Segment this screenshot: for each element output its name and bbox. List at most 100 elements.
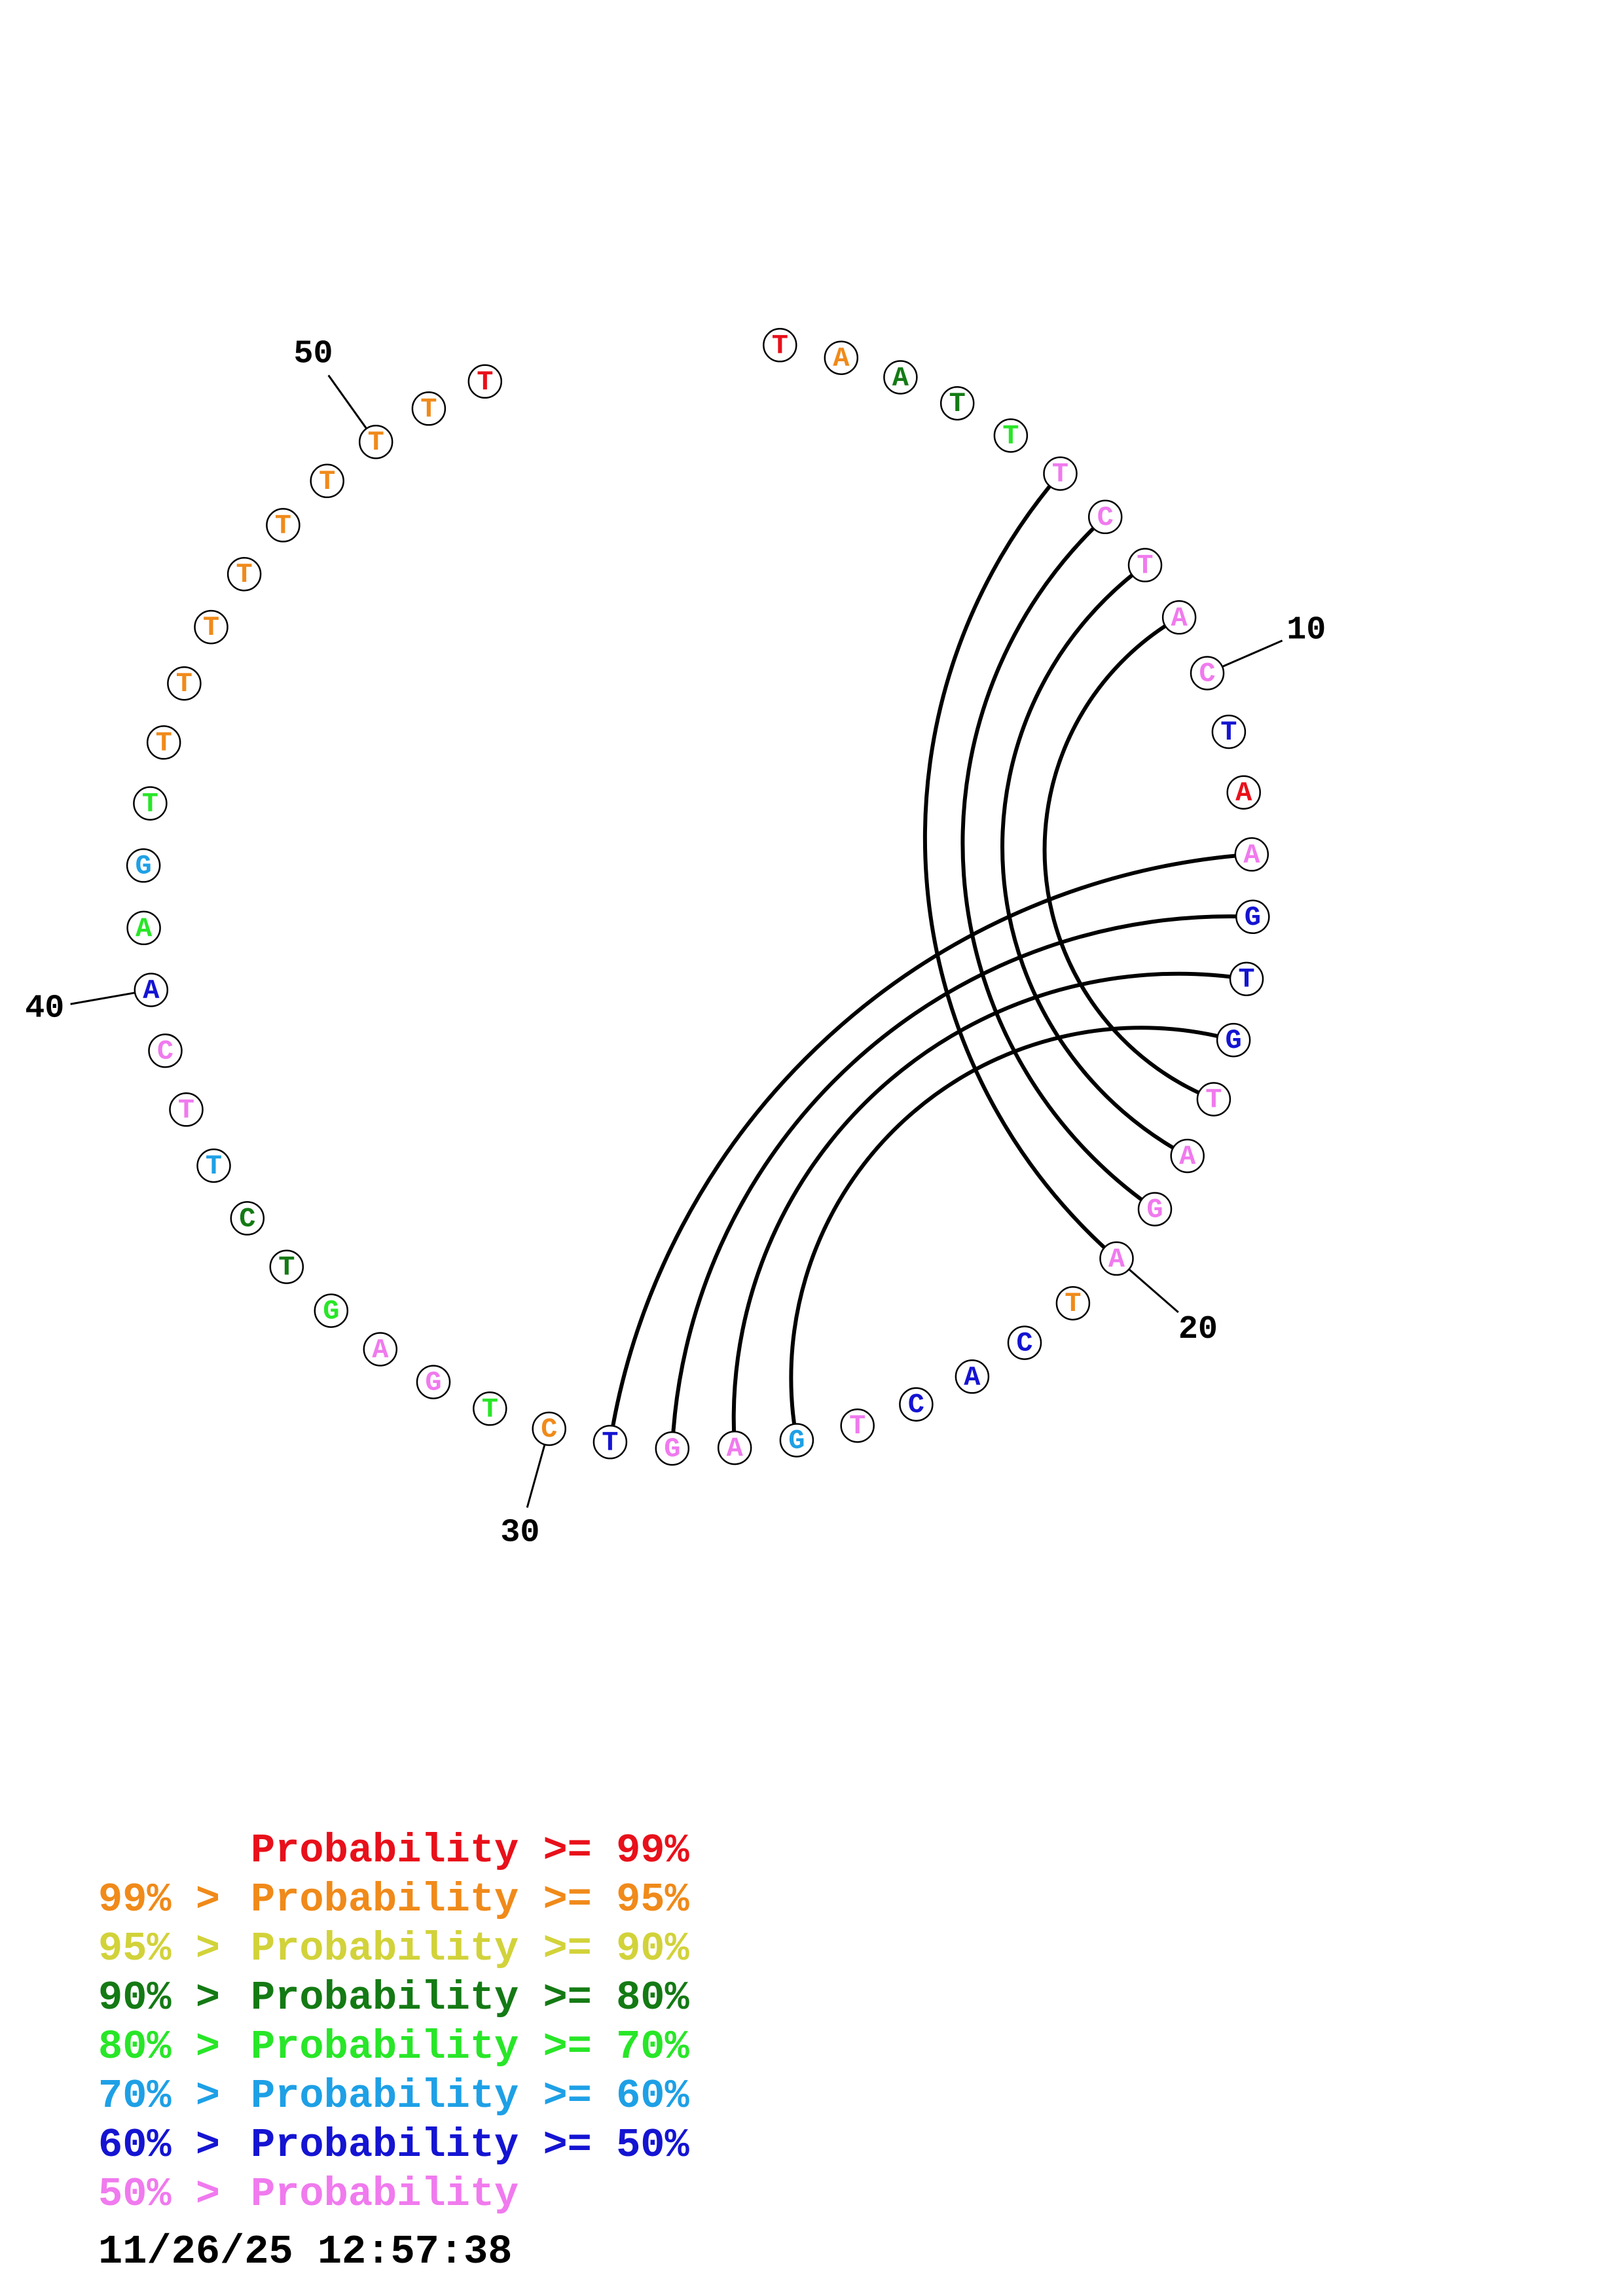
base-circle-36 bbox=[230, 1201, 265, 1236]
base-circle-7 bbox=[1087, 499, 1123, 535]
base-51: T bbox=[411, 391, 447, 426]
base-circle-44 bbox=[146, 725, 181, 760]
base-letter-1: T bbox=[772, 330, 788, 361]
base-circle-48 bbox=[266, 508, 301, 543]
position-ticks: 10 20 30 40 50 bbox=[25, 335, 1326, 1551]
base-letter-51: T bbox=[420, 393, 437, 425]
base-circle-3 bbox=[883, 360, 918, 395]
base-38: T bbox=[169, 1092, 204, 1127]
base-circle-11 bbox=[1211, 714, 1247, 749]
legend-label: Probability >= 70% bbox=[251, 2024, 689, 2070]
base-40: A bbox=[134, 973, 169, 1007]
pair-arc-7-19 bbox=[960, 515, 1156, 1211]
legend-prefix: 70% > bbox=[98, 2073, 245, 2119]
legend-label: Probability >= 99% bbox=[251, 1827, 689, 1874]
position-tick-40 bbox=[70, 992, 136, 1005]
legend-row: 70% > Probability >= 60% bbox=[98, 2072, 689, 2121]
base-letter-37: T bbox=[206, 1151, 222, 1182]
base-letter-3: A bbox=[892, 363, 909, 394]
base-letter-40: A bbox=[143, 975, 160, 1007]
base-44: T bbox=[146, 725, 181, 760]
base-circle-17 bbox=[1196, 1082, 1231, 1117]
base-20: A bbox=[1099, 1241, 1134, 1276]
legend-label: Probability >= 90% bbox=[251, 1926, 689, 1972]
base-30: C bbox=[532, 1411, 566, 1446]
base-52: T bbox=[467, 364, 503, 399]
base-50: T bbox=[358, 424, 393, 459]
base-circle-52 bbox=[467, 364, 503, 399]
legend-prefix: 60% > bbox=[98, 2122, 245, 2168]
base-letter-49: T bbox=[319, 466, 335, 497]
base-letter-24: C bbox=[908, 1390, 924, 1421]
legend-label: Probability >= 50% bbox=[251, 2122, 689, 2168]
base-circle-22 bbox=[1007, 1325, 1042, 1360]
base-circle-29 bbox=[593, 1425, 628, 1460]
position-tick-20 bbox=[1128, 1268, 1179, 1314]
base-circle-20 bbox=[1099, 1241, 1134, 1276]
base-6: T bbox=[1043, 456, 1078, 491]
base-48: T bbox=[266, 508, 301, 543]
base-22: C bbox=[1007, 1325, 1042, 1360]
base-letter-13: A bbox=[1243, 839, 1260, 870]
base-circle-14 bbox=[1235, 899, 1270, 935]
base-13: A bbox=[1234, 837, 1269, 872]
base-letter-11: T bbox=[1220, 717, 1237, 748]
base-25: T bbox=[840, 1408, 875, 1443]
base-circle-32 bbox=[416, 1365, 451, 1399]
base-letter-30: C bbox=[541, 1414, 557, 1445]
base-31: T bbox=[473, 1391, 507, 1426]
base-letter-26: G bbox=[788, 1426, 805, 1457]
legend-prefix: 99% > bbox=[98, 1876, 245, 1923]
base-circle-51 bbox=[411, 391, 447, 426]
base-letter-10: C bbox=[1199, 658, 1215, 690]
base-circle-38 bbox=[169, 1092, 204, 1127]
base-24: C bbox=[899, 1387, 934, 1422]
base-letter-41: A bbox=[136, 913, 153, 944]
position-tick-10 bbox=[1222, 639, 1283, 668]
legend-row: 50% > Probability bbox=[98, 2170, 689, 2219]
base-letter-8: T bbox=[1137, 550, 1153, 581]
base-circle-45 bbox=[167, 666, 202, 701]
base-letter-48: T bbox=[275, 510, 291, 541]
base-35: T bbox=[269, 1249, 304, 1284]
pair-arc-15-27 bbox=[731, 971, 1247, 1448]
base-2: A bbox=[824, 340, 859, 375]
base-letter-5: T bbox=[1002, 421, 1019, 452]
base-circle-35 bbox=[269, 1249, 304, 1284]
base-23: A bbox=[955, 1359, 990, 1394]
base-letter-21: T bbox=[1065, 1288, 1081, 1319]
base-circle-39 bbox=[148, 1033, 183, 1068]
pair-arc-14-28 bbox=[670, 914, 1253, 1449]
base-letter-36: C bbox=[239, 1203, 255, 1234]
base-4: T bbox=[939, 386, 975, 421]
base-34: G bbox=[314, 1293, 349, 1328]
probability-legend: Probability >= 99% 99% > Probability >= 9… bbox=[98, 1826, 689, 2219]
base-circle-15 bbox=[1229, 961, 1264, 996]
base-letter-28: G bbox=[664, 1433, 680, 1465]
base-letter-7: C bbox=[1097, 502, 1114, 533]
base-circle-1 bbox=[763, 328, 797, 363]
base-circles: T AATTTCTACTAAGTGTAGATCACTGAGTCTGAGTCTTCA… bbox=[126, 328, 1270, 1466]
base-circle-19 bbox=[1137, 1192, 1173, 1227]
base-letter-2: A bbox=[833, 343, 850, 374]
base-letter-27: A bbox=[727, 1433, 744, 1464]
legend-row: 80% > Probability >= 70% bbox=[98, 2022, 689, 2072]
base-47: T bbox=[227, 556, 262, 592]
base-circle-41 bbox=[126, 910, 161, 946]
base-circle-23 bbox=[955, 1359, 990, 1394]
base-letter-33: A bbox=[372, 1335, 389, 1366]
position-label-50: 50 bbox=[293, 335, 333, 372]
base-letter-19: G bbox=[1146, 1194, 1163, 1226]
legend-row: 90% > Probability >= 80% bbox=[98, 1973, 689, 2022]
base-letter-34: G bbox=[323, 1296, 339, 1327]
base-circle-13 bbox=[1234, 837, 1269, 872]
timestamp: 11/26/25 12:57:38 bbox=[98, 2229, 513, 2275]
base-circle-42 bbox=[126, 848, 161, 883]
position-label-20: 20 bbox=[1178, 1311, 1218, 1348]
base-11: T bbox=[1211, 714, 1247, 749]
base-15: T bbox=[1229, 961, 1264, 996]
base-circle-25 bbox=[840, 1408, 875, 1443]
base-letter-43: T bbox=[142, 789, 158, 820]
base-41: A bbox=[126, 910, 161, 946]
